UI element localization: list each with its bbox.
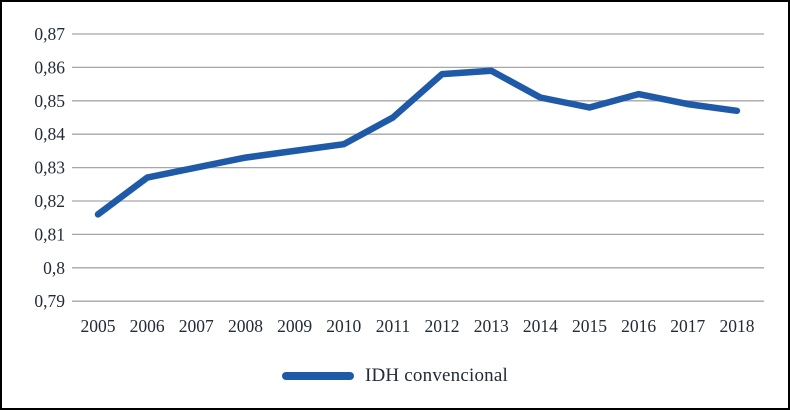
legend-label: IDH convencional — [364, 365, 508, 386]
y-tick-label: 0,81 — [34, 224, 65, 244]
legend-line-swatch — [281, 372, 354, 380]
x-tick-label: 2005 — [81, 316, 116, 336]
x-tick-label: 2014 — [523, 316, 558, 336]
x-tick-label: 2012 — [425, 316, 460, 336]
x-tick-label: 2013 — [474, 316, 509, 336]
y-tick-label: 0,87 — [34, 24, 65, 44]
idh-line-series — [94, 67, 741, 218]
y-tick-label: 0,85 — [34, 91, 65, 111]
y-tick-label: 0,82 — [34, 191, 65, 211]
x-tick-label: 2015 — [572, 316, 607, 336]
y-tick-label: 0,84 — [34, 124, 65, 144]
chart-legend: IDH convencional — [2, 364, 788, 388]
y-tick-label: 0,83 — [34, 158, 65, 178]
y-tick-label: 0,8 — [43, 258, 65, 278]
idh-line-chart: 0,87 0,86 0,85 0,84 0,83 0,82 0,81 0,8 0,79 2005 2… — [34, 24, 764, 336]
x-tick-label: 2017 — [670, 316, 705, 336]
x-tick-label: 2010 — [326, 316, 361, 336]
x-tick-label: 2007 — [179, 316, 214, 336]
x-tick-label: 2009 — [277, 316, 312, 336]
x-tick-label: 2008 — [228, 316, 263, 336]
x-tick-label: 2016 — [621, 316, 656, 336]
y-tick-label: 0,79 — [34, 291, 65, 311]
x-tick-label: 2006 — [130, 316, 165, 336]
x-tick-label: 2018 — [719, 316, 754, 336]
x-tick-label: 2011 — [376, 316, 410, 336]
y-tick-label: 0,86 — [34, 57, 65, 77]
